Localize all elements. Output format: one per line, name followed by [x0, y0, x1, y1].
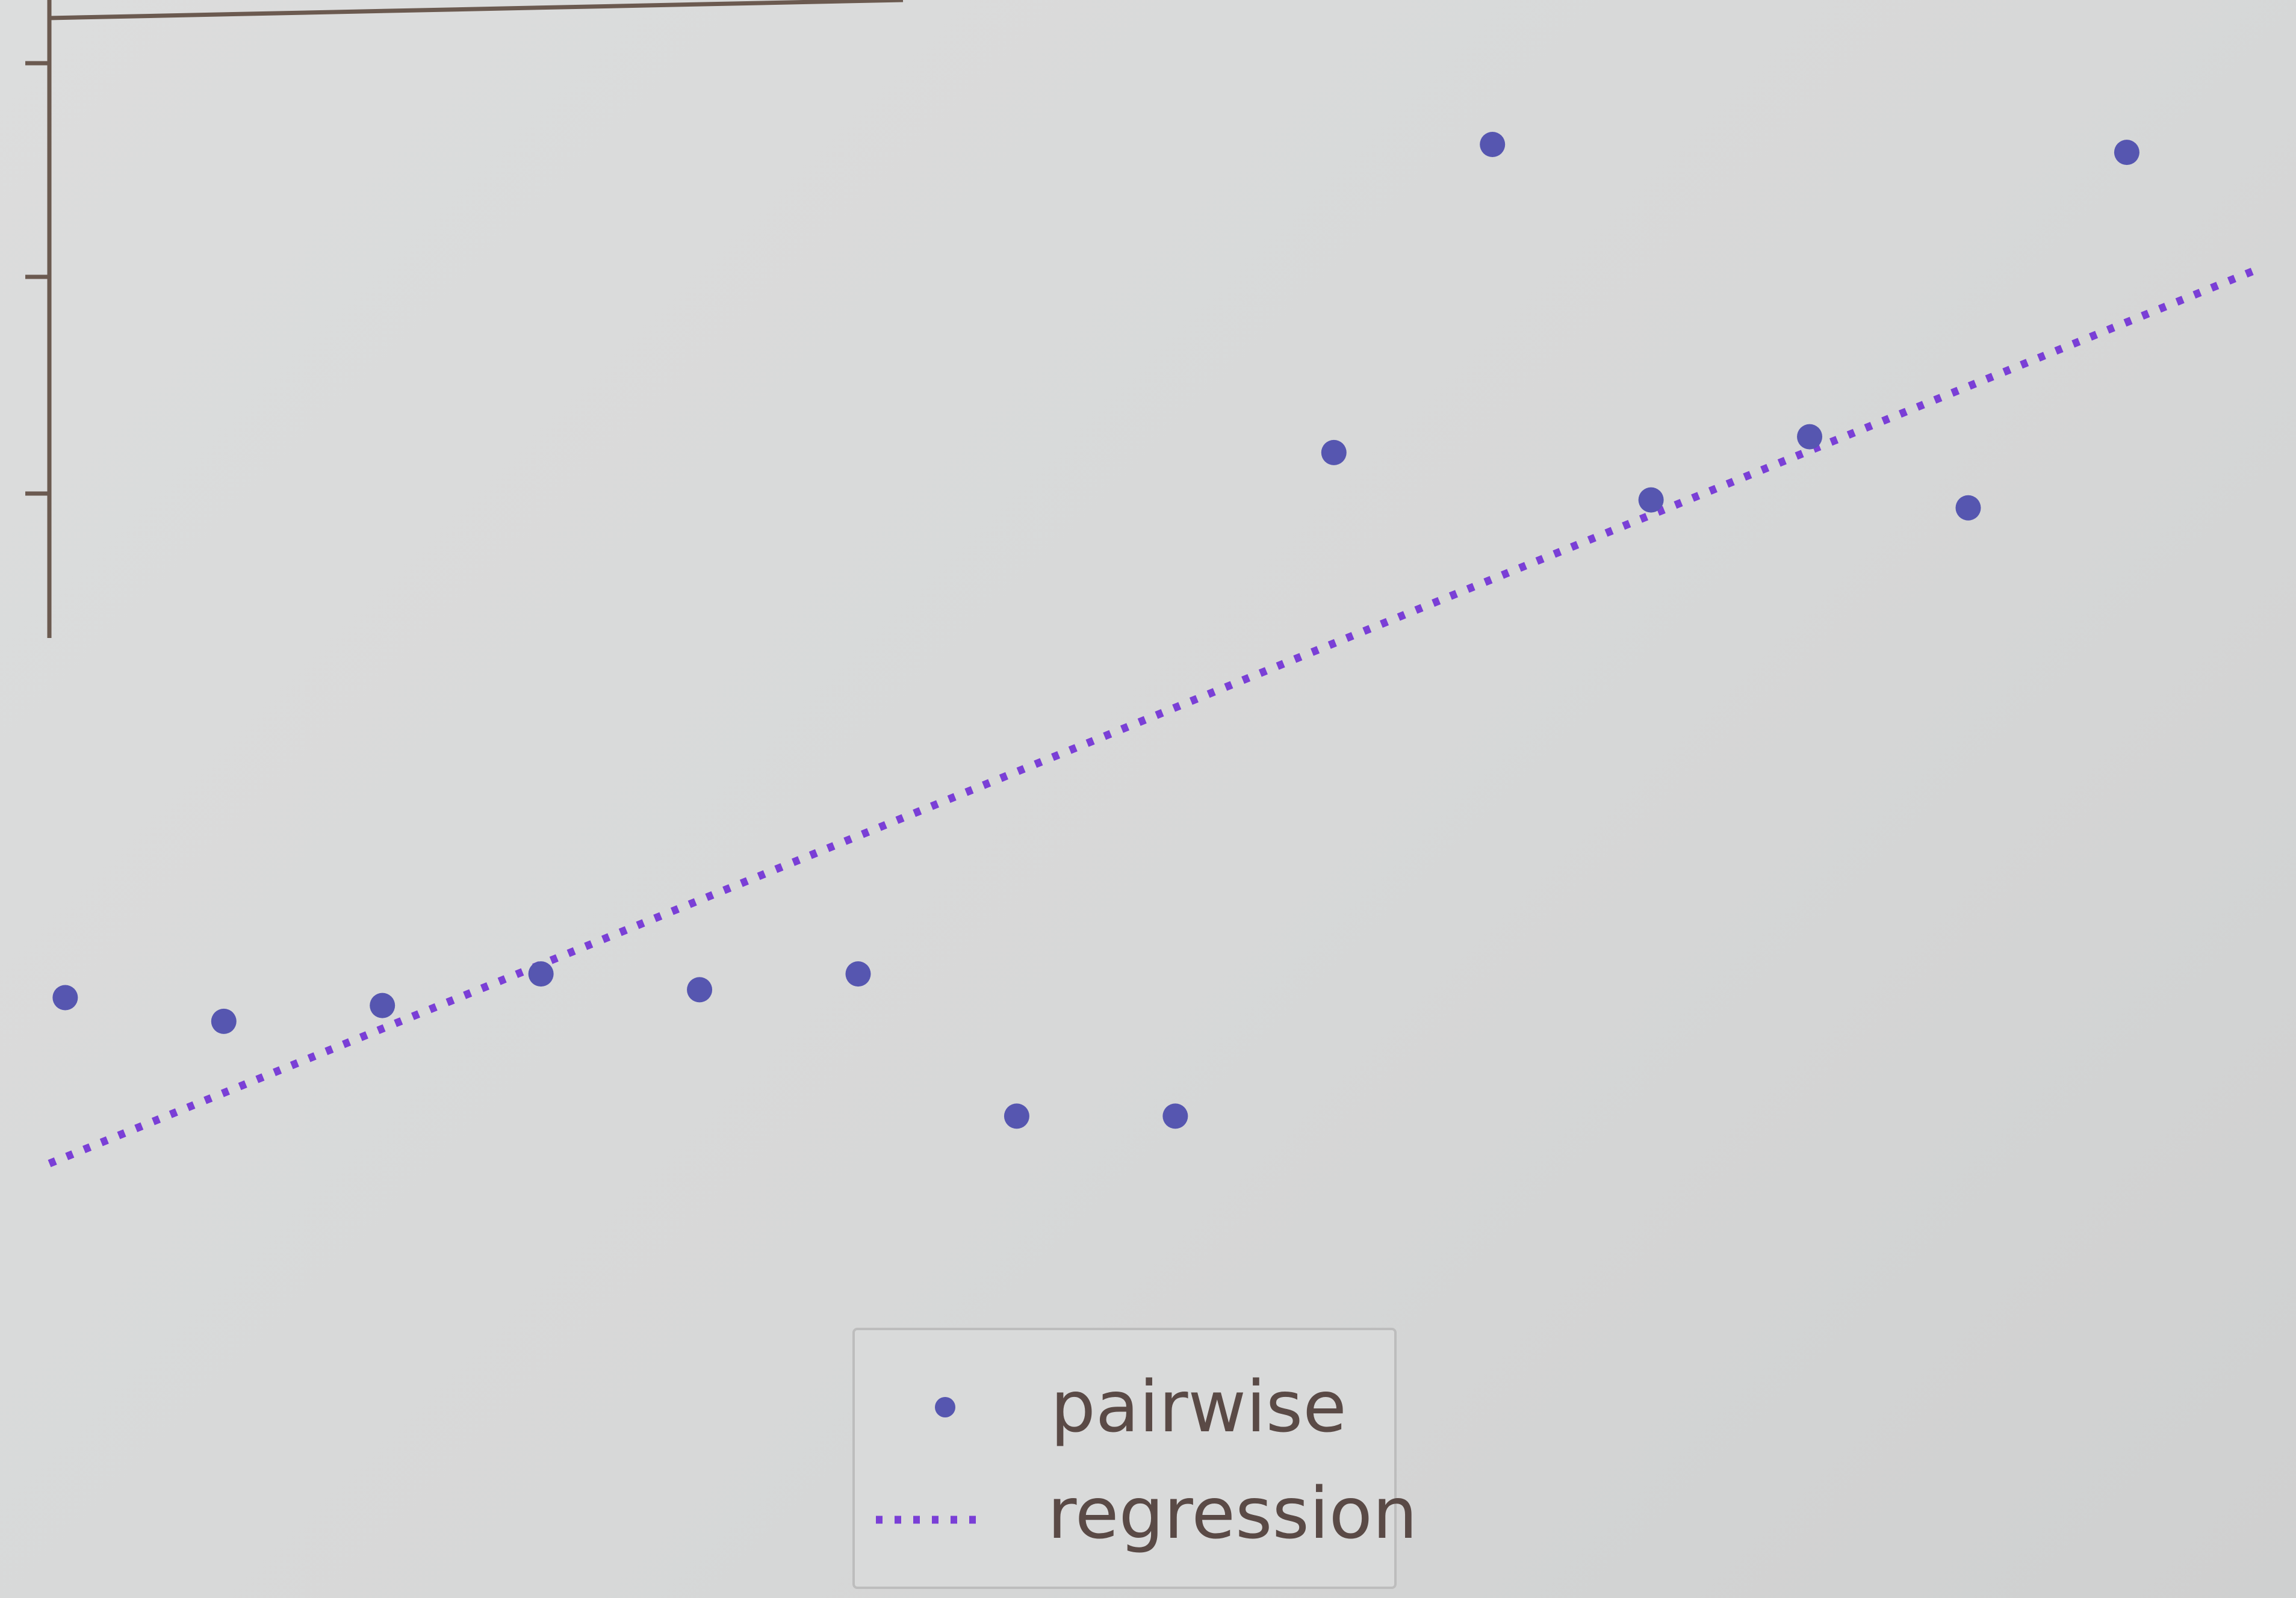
legend-pairwise-marker — [935, 1397, 955, 1417]
regression-series-line — [48, 267, 2256, 1168]
pairwise-point-14 — [2114, 140, 2139, 166]
pairwise-point-11 — [1638, 487, 1664, 513]
regression-line — [48, 267, 2256, 1168]
pairwise-point-5 — [687, 977, 713, 1003]
pairwise-point-8 — [1162, 1103, 1188, 1129]
pairwise-point-7 — [1004, 1103, 1029, 1129]
legend: pairwise regression — [852, 1328, 1418, 1589]
pairwise-point-13 — [1955, 495, 1981, 521]
legend-frame — [852, 1328, 1397, 1589]
pairwise-point-2 — [211, 1008, 237, 1034]
legend-pairwise-label: pairwise — [1050, 1365, 1347, 1448]
top-axis-spine — [49, 0, 904, 20]
axes — [25, 0, 904, 638]
pairwise-point-9 — [1321, 439, 1347, 465]
pairwise-point-4 — [528, 961, 554, 987]
pairwise-point-12 — [1797, 424, 1823, 450]
legend-regression-label: regression — [1047, 1472, 1418, 1555]
pairwise-point-3 — [370, 993, 396, 1018]
pairwise-points — [52, 132, 2139, 1129]
pairwise-point-10 — [1480, 132, 1506, 157]
pairwise-point-1 — [52, 985, 78, 1011]
pairwise-point-6 — [845, 961, 871, 987]
